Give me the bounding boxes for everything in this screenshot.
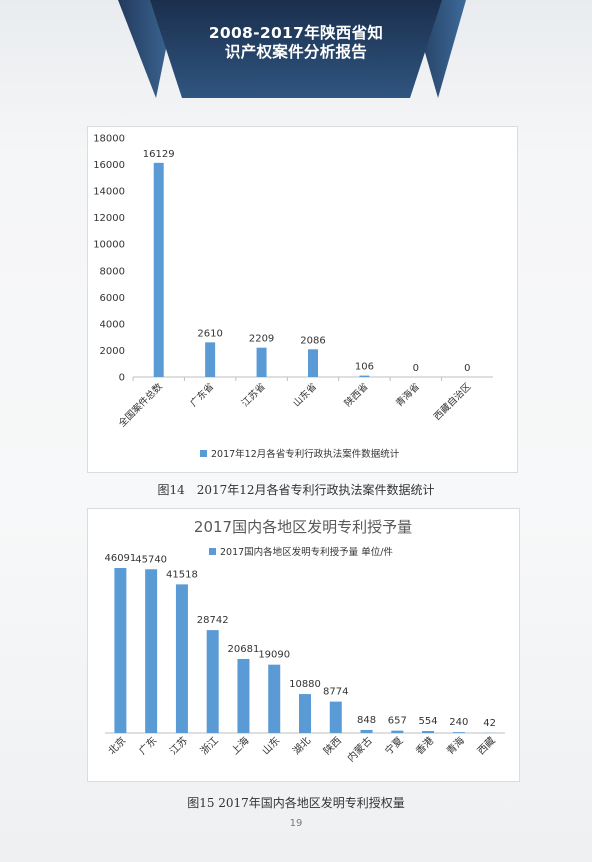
bar xyxy=(359,375,370,377)
bar xyxy=(308,349,318,377)
x-tick-label: 宁夏 xyxy=(382,734,405,757)
legend-label: 2017国内各地区发明专利授予量 单位/件 xyxy=(220,546,393,558)
y-tick-label: 4000 xyxy=(100,319,125,330)
x-tick-label: 上海 xyxy=(228,734,251,757)
x-tick-label: 江苏省 xyxy=(239,381,268,410)
chart-regional-invention-patents: 2017国内各地区发明专利授予量 2017国内各地区发明专利授予量 单位/件 460… xyxy=(87,508,520,782)
x-tick-label: 西藏 xyxy=(475,735,498,758)
y-tick-label: 18000 xyxy=(93,134,125,145)
data-label: 848 xyxy=(357,715,376,726)
data-label: 0 xyxy=(464,363,470,374)
y-tick-label: 2000 xyxy=(100,346,125,357)
data-label: 657 xyxy=(388,716,407,727)
report-title-line2: 识产权案件分析报告 xyxy=(224,43,368,61)
x-tick-label: 内蒙古 xyxy=(344,734,374,764)
x-tick-label: 山东省 xyxy=(290,381,319,410)
page-number: 19 xyxy=(289,818,303,829)
chart-title: 2017国内各地区发明专利授予量 xyxy=(194,518,412,536)
bar xyxy=(391,730,404,733)
legend-label: 2017年12月各省专利行政执法案件数据统计 xyxy=(211,448,400,460)
x-tick-label: 青海省 xyxy=(393,381,422,410)
bar xyxy=(422,731,435,733)
data-label: 2209 xyxy=(249,334,274,345)
data-label: 2086 xyxy=(300,335,325,346)
data-label: 46091 xyxy=(104,553,136,564)
y-tick-label: 10000 xyxy=(93,240,125,251)
x-tick-label: 陕西 xyxy=(321,734,344,757)
y-tick-label: 14000 xyxy=(93,187,125,198)
x-tick-label: 广东 xyxy=(136,734,159,757)
x-tick-label: 广东省 xyxy=(188,381,217,410)
y-tick-label: 16000 xyxy=(93,160,125,171)
bar xyxy=(206,630,219,733)
x-tick-label: 浙江 xyxy=(198,735,221,758)
legend-swatch xyxy=(200,450,207,457)
y-tick-label: 8000 xyxy=(100,266,125,277)
x-tick-label: 陕西省 xyxy=(342,381,371,410)
data-label: 10880 xyxy=(289,679,321,690)
chart-provincial-enforcement-cases: 0 2000 4000 6000 8000 10000 12000 14000 16000 180… xyxy=(87,126,518,473)
x-tick-label: 香港 xyxy=(414,735,437,758)
x-tick-label: 湖北 xyxy=(290,735,313,758)
bar xyxy=(268,664,281,733)
chart2-canvas: 2017国内各地区发明专利授予量 2017国内各地区发明专利授予量 单位/件 460… xyxy=(104,518,505,764)
banner-center-panel xyxy=(150,0,442,98)
data-label: 240 xyxy=(449,717,468,728)
bar xyxy=(175,584,188,733)
bar xyxy=(299,694,311,733)
bar xyxy=(256,347,267,377)
data-label: 8774 xyxy=(323,687,348,698)
bar xyxy=(360,729,373,733)
bar xyxy=(205,342,216,377)
x-tick-label: 北京 xyxy=(105,734,128,757)
data-label: 42 xyxy=(483,718,496,729)
data-label: 16129 xyxy=(143,149,175,160)
y-tick-label: 0 xyxy=(119,373,125,384)
figure-15-caption: 图15 2017年国内各地区发明专利授权量 xyxy=(187,796,405,810)
x-tick-label: 青海 xyxy=(444,734,467,757)
report-title: 2008-2017年陕西省知 识产权案件分析报告 xyxy=(176,24,416,62)
data-label: 20681 xyxy=(228,644,260,655)
report-title-line1: 2008-2017年陕西省知 xyxy=(208,24,384,42)
x-tick-label: 江苏 xyxy=(167,734,190,757)
bar xyxy=(237,658,250,733)
data-label: 106 xyxy=(355,362,374,373)
bar xyxy=(452,732,465,733)
data-label: 2610 xyxy=(197,328,222,339)
y-tick-label: 12000 xyxy=(93,213,125,224)
data-label: 45740 xyxy=(135,554,167,565)
chart1-canvas: 0 2000 4000 6000 8000 10000 12000 14000 16000 180… xyxy=(93,134,493,460)
data-label: 19090 xyxy=(258,650,290,661)
bar xyxy=(114,567,127,733)
x-tick-label: 西藏自治区 xyxy=(431,380,473,422)
data-label: 28742 xyxy=(197,615,229,626)
data-label: 0 xyxy=(413,363,419,374)
x-tick-label: 全国案件总数 xyxy=(116,380,165,429)
data-label: 41518 xyxy=(166,569,198,580)
header-banner xyxy=(118,0,466,98)
bar xyxy=(329,701,342,733)
legend-swatch xyxy=(209,548,216,555)
y-tick-label: 6000 xyxy=(100,293,125,304)
x-tick-label: 山东 xyxy=(259,734,282,757)
data-label: 554 xyxy=(419,716,438,727)
bar xyxy=(153,162,164,377)
bar xyxy=(145,569,158,733)
figure-14-caption: 图14 2017年12月各省专利行政执法案件数据统计 xyxy=(157,483,435,497)
